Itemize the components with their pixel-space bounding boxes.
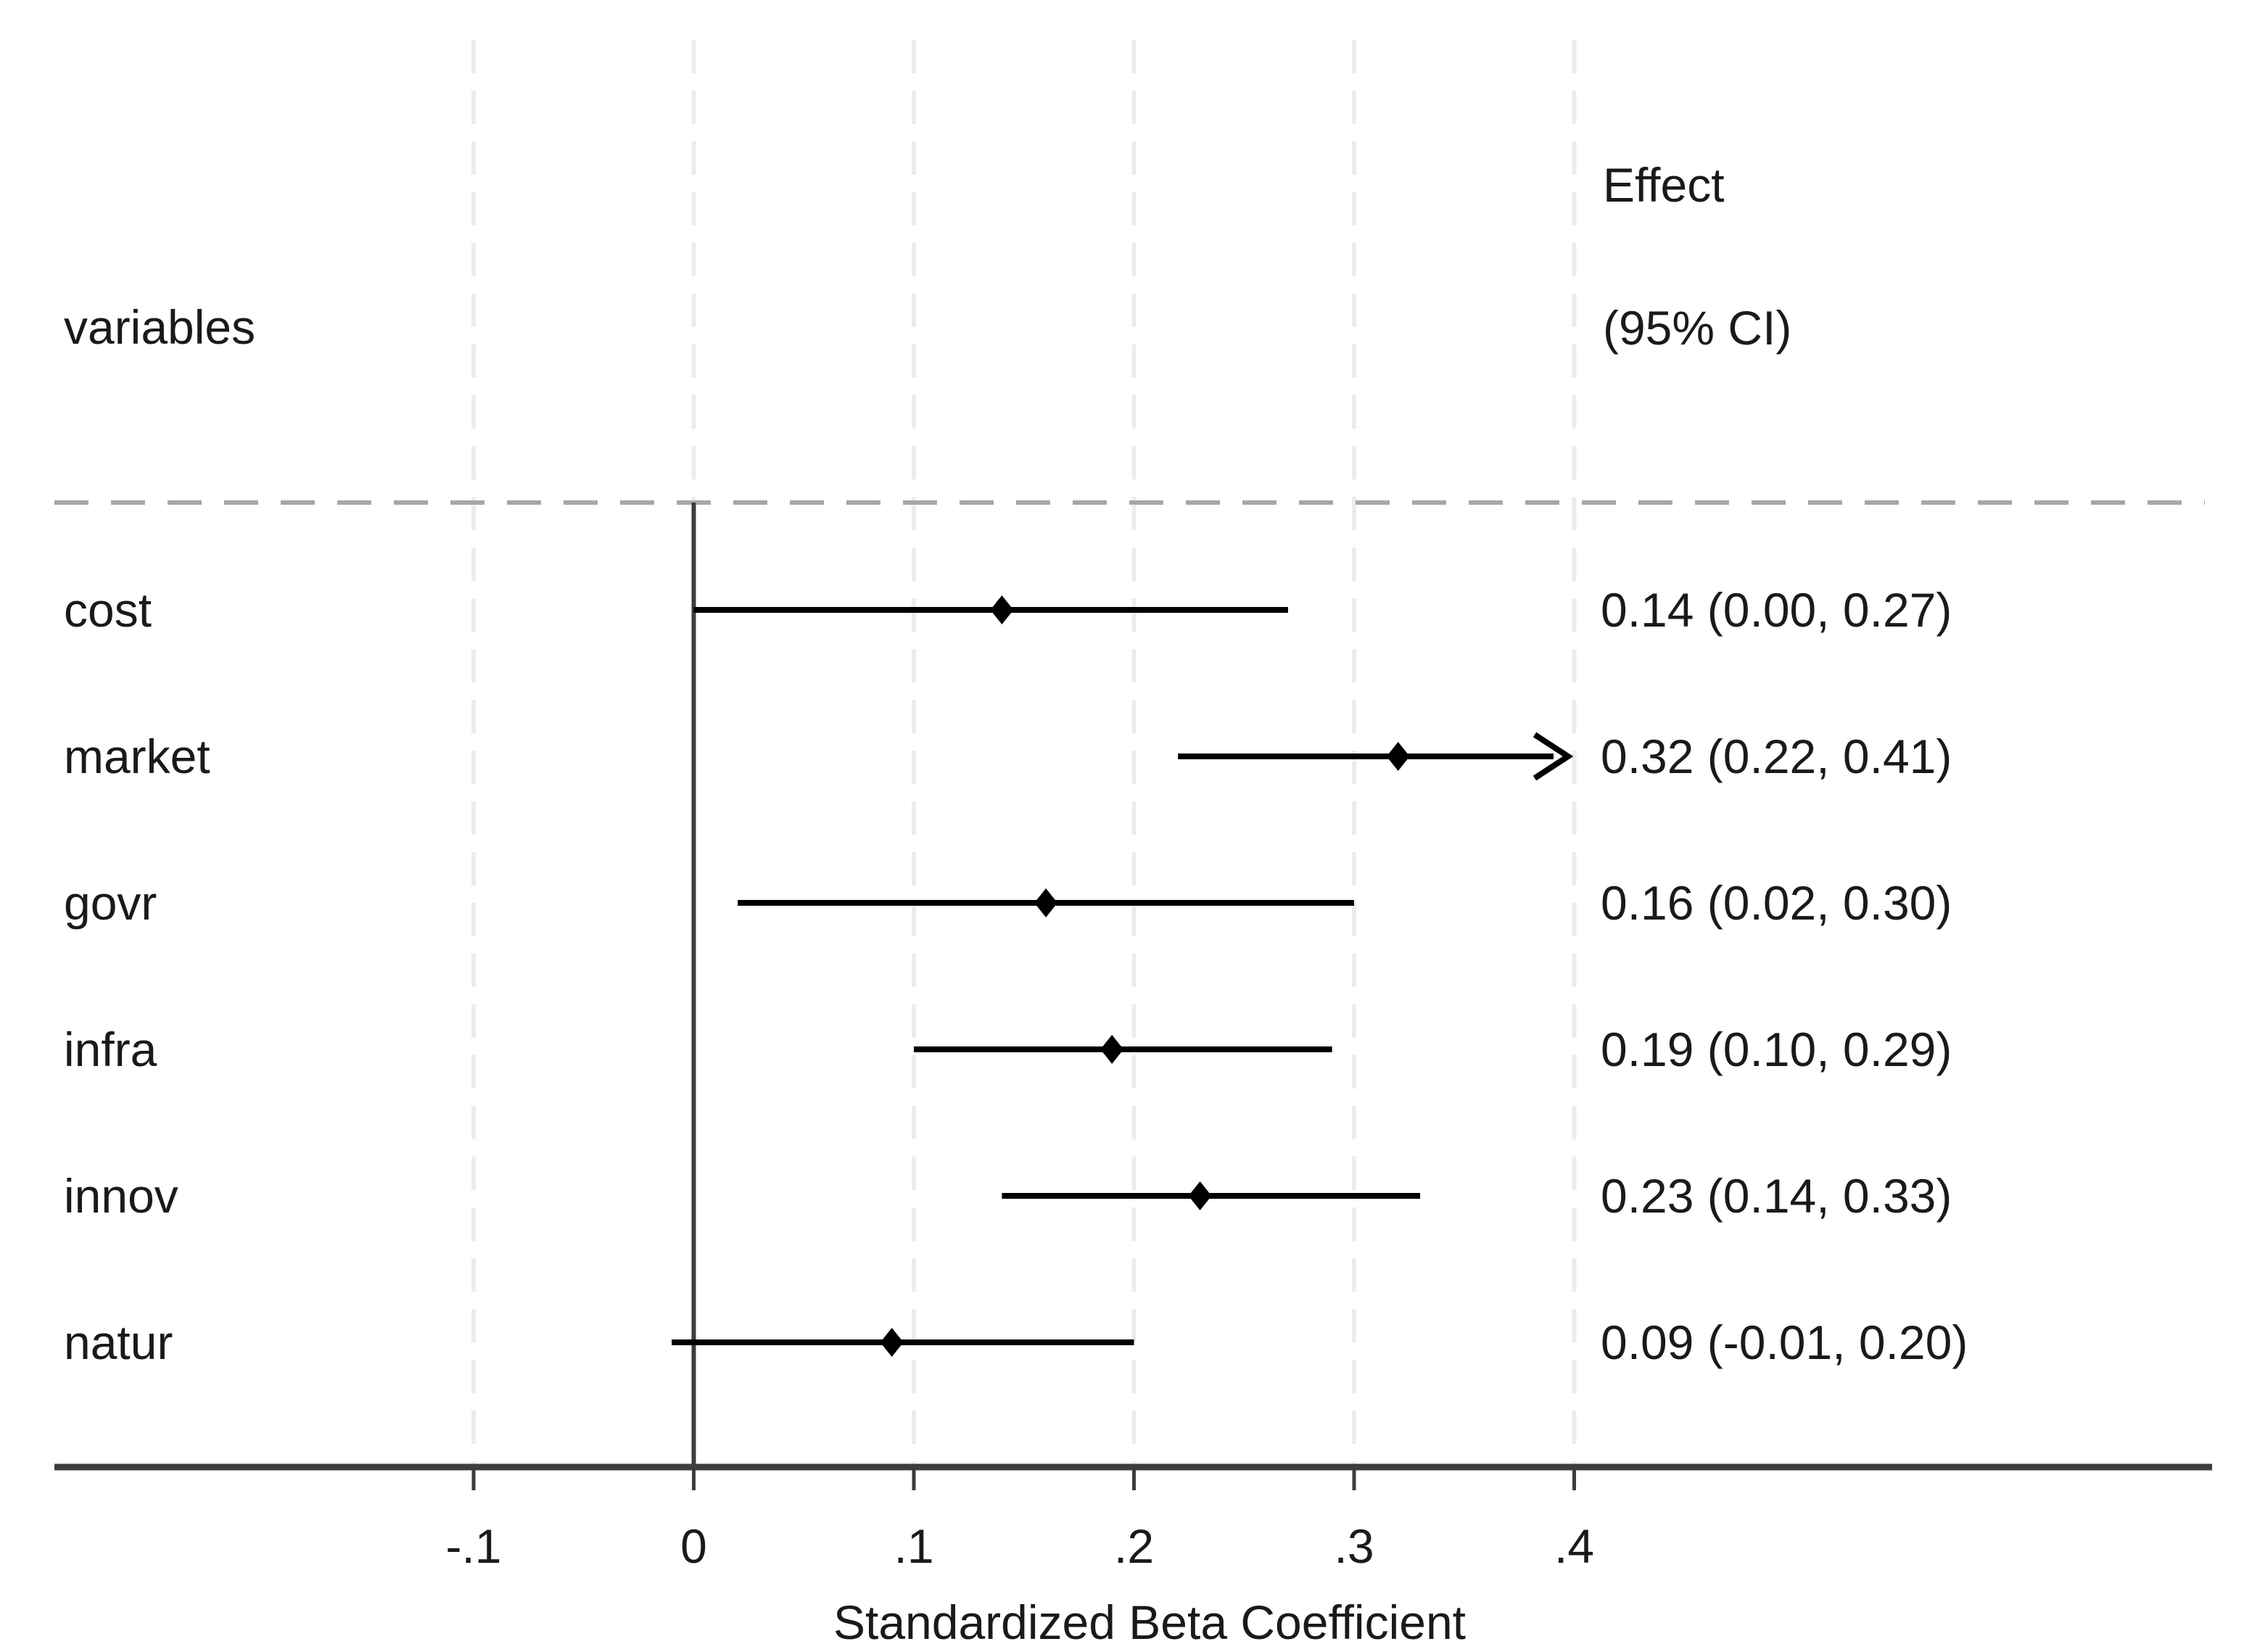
x-axis-tick-label-.4: .4 <box>1554 1519 1595 1573</box>
column-header-variables: variables <box>64 300 256 354</box>
row-label-market: market <box>64 730 210 783</box>
effect-ci-value-cost: 0.14 (0.00, 0.27) <box>1601 583 1952 637</box>
column-header-effect: Effect <box>1603 158 1725 212</box>
x-axis-tick-label-.2: .2 <box>1113 1519 1155 1573</box>
effect-point-marker <box>1034 888 1058 917</box>
x-axis-tick-label-0: 0 <box>680 1519 707 1573</box>
x-axis-title: Standardized Beta Coefficient <box>833 1595 1467 1649</box>
x-axis-tick-label-.3: .3 <box>1334 1519 1374 1573</box>
effect-point-marker <box>1386 742 1410 771</box>
row-label-infra: infra <box>64 1023 157 1076</box>
effect-point-marker <box>880 1328 904 1357</box>
effect-ci-value-innov: 0.23 (0.14, 0.33) <box>1601 1169 1952 1223</box>
effect-point-marker <box>990 595 1014 624</box>
row-label-govr: govr <box>64 876 157 930</box>
row-label-innov: innov <box>64 1169 178 1223</box>
x-axis-tick-label-.1: .1 <box>894 1519 934 1573</box>
x-axis-tick-label--.1: -.1 <box>445 1519 502 1573</box>
effect-ci-value-market: 0.32 (0.22, 0.41) <box>1601 730 1952 783</box>
row-label-cost: cost <box>64 583 152 637</box>
effect-point-marker <box>1188 1181 1212 1210</box>
ci-clipped-arrow-head <box>1533 732 1574 781</box>
column-header-ci: (95% CI) <box>1603 301 1792 355</box>
effect-point-marker <box>1100 1035 1124 1064</box>
row-label-natur: natur <box>64 1316 173 1369</box>
effect-ci-value-govr: 0.16 (0.02, 0.30) <box>1601 876 1952 930</box>
effect-ci-value-natur: 0.09 (-0.01, 0.20) <box>1601 1316 1968 1369</box>
effect-ci-value-infra: 0.19 (0.10, 0.29) <box>1601 1023 1952 1076</box>
